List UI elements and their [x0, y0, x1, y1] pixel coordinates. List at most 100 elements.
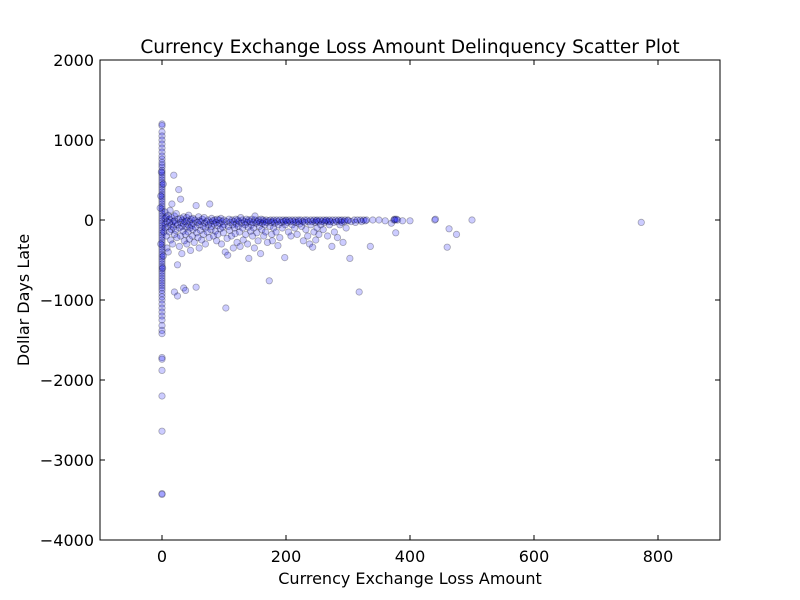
data-point — [300, 218, 309, 226]
data-point — [158, 279, 166, 287]
data-point — [169, 223, 177, 231]
data-point — [291, 224, 299, 232]
data-point — [158, 152, 166, 160]
y-tick-label: 1000 — [53, 131, 94, 150]
data-point — [186, 224, 194, 232]
data-point — [308, 218, 316, 226]
data-point — [305, 240, 314, 248]
data-point — [316, 216, 324, 224]
data-point — [221, 248, 229, 256]
x-tick-label: 600 — [519, 547, 550, 566]
data-point — [313, 224, 321, 232]
data-point — [158, 248, 166, 256]
data-point — [158, 269, 166, 278]
data-point — [341, 216, 349, 224]
data-point — [201, 224, 209, 232]
data-point — [319, 226, 327, 234]
data-point — [158, 226, 166, 234]
data-point — [317, 221, 325, 229]
data-point — [220, 221, 228, 229]
data-point — [158, 255, 166, 263]
data-point — [263, 238, 271, 246]
data-point — [219, 229, 227, 237]
data-point — [234, 216, 242, 224]
data-point — [158, 132, 166, 140]
data-point — [339, 238, 347, 246]
data-point — [338, 216, 346, 224]
data-point — [340, 218, 348, 226]
data-point — [158, 238, 166, 246]
data-point — [183, 217, 191, 225]
data-point — [235, 228, 244, 236]
data-point — [406, 217, 414, 225]
data-point — [268, 237, 276, 245]
data-point — [276, 216, 284, 224]
data-point — [431, 216, 439, 224]
data-point — [347, 218, 355, 226]
data-point — [201, 240, 209, 248]
data-point — [164, 211, 172, 219]
data-point — [292, 218, 300, 226]
data-point — [158, 272, 166, 280]
data-point — [184, 228, 192, 236]
data-point — [158, 217, 166, 225]
data-point — [204, 216, 212, 224]
data-point — [158, 262, 166, 270]
data-point — [243, 218, 251, 226]
data-point — [158, 246, 166, 254]
data-point — [170, 171, 178, 179]
data-point — [209, 217, 217, 225]
data-point — [369, 216, 377, 224]
data-point — [351, 218, 360, 226]
data-point — [158, 171, 166, 179]
data-point — [252, 219, 260, 227]
data-point — [187, 215, 195, 223]
data-point — [269, 218, 277, 226]
data-point — [225, 226, 234, 234]
data-point — [162, 213, 170, 221]
data-point — [158, 166, 166, 174]
data-point — [289, 218, 298, 226]
data-point — [325, 221, 333, 229]
data-point — [203, 218, 211, 226]
data-point — [240, 218, 249, 226]
data-point — [333, 218, 341, 226]
data-point — [336, 217, 345, 225]
data-point — [398, 217, 407, 225]
data-point — [282, 216, 290, 224]
data-point — [170, 212, 178, 220]
data-point — [222, 304, 230, 312]
data-point — [213, 215, 221, 223]
data-point — [170, 230, 178, 238]
data-point — [158, 277, 166, 285]
data-point — [304, 232, 312, 240]
data-point — [158, 144, 166, 152]
data-point — [299, 237, 307, 245]
data-point — [266, 222, 274, 230]
data-point — [293, 230, 301, 238]
data-point — [158, 224, 166, 232]
data-point — [158, 234, 166, 242]
data-point — [158, 253, 166, 261]
data-point — [158, 231, 166, 239]
data-point — [299, 218, 307, 226]
data-point — [274, 221, 283, 229]
data-point — [283, 218, 291, 226]
data-point — [210, 220, 218, 228]
data-point — [206, 200, 214, 208]
data-point — [196, 226, 205, 234]
x-tick-label: 800 — [643, 547, 674, 566]
data-point — [216, 219, 224, 227]
data-point — [158, 300, 166, 308]
data-point — [166, 206, 174, 214]
x-tick-label: 400 — [395, 547, 426, 566]
data-point — [392, 215, 400, 223]
data-point — [191, 216, 199, 224]
data-point — [158, 210, 166, 218]
data-point — [203, 228, 211, 236]
data-point — [319, 216, 327, 224]
data-point — [158, 161, 166, 169]
data-point — [239, 236, 247, 244]
data-point — [195, 221, 203, 229]
